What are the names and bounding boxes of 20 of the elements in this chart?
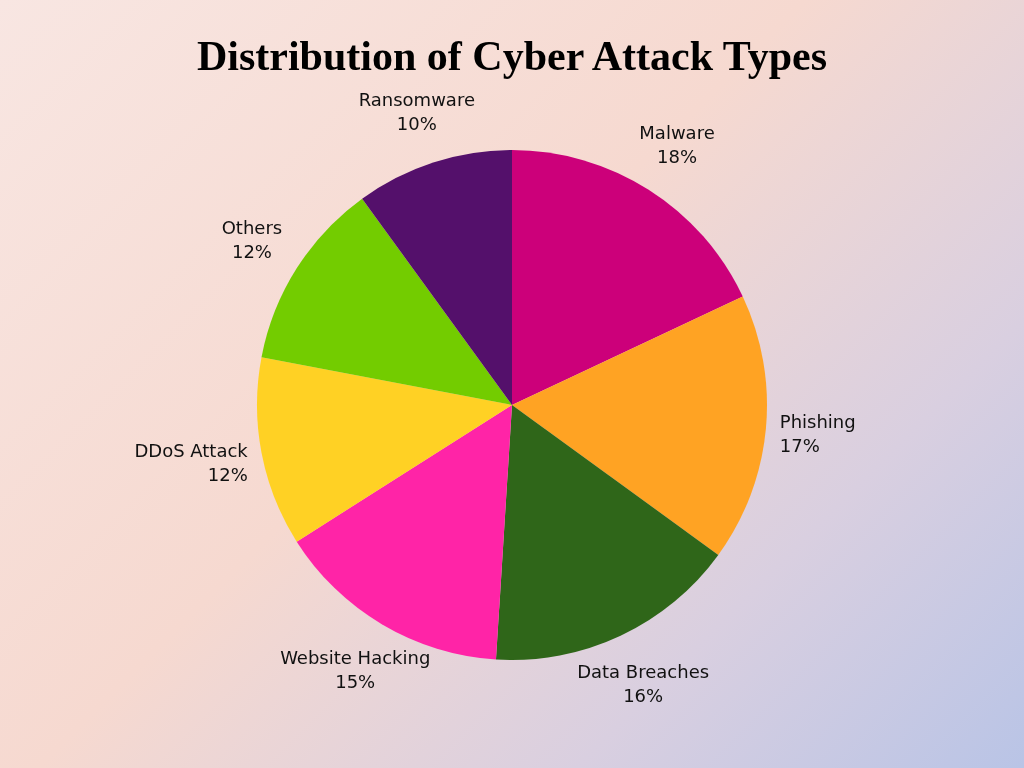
slice-label: Ransomware — [358, 89, 475, 111]
slice-label: Malware — [639, 121, 715, 143]
pie-slice — [362, 150, 512, 405]
chart-title: Distribution of Cyber Attack Types — [196, 33, 828, 79]
data-label: 15% — [335, 671, 376, 693]
data-label: 18% — [657, 145, 698, 167]
data-label: 16% — [623, 684, 664, 706]
slice-label: Data Breaches — [577, 660, 710, 682]
pie-slice — [512, 150, 743, 405]
slice-label: DDoS Attack — [134, 439, 249, 461]
slice-label: Phishing — [779, 410, 856, 432]
data-label: 10% — [396, 113, 437, 135]
slice-label: Website Hacking — [280, 647, 431, 669]
pie-slice — [495, 405, 719, 660]
data-label: 17% — [779, 434, 820, 456]
data-label: 12% — [207, 463, 248, 485]
slice-label: Others — [221, 216, 283, 238]
data-label: 12% — [231, 240, 272, 262]
pie-slice — [257, 357, 512, 542]
pie-slice — [512, 296, 767, 555]
